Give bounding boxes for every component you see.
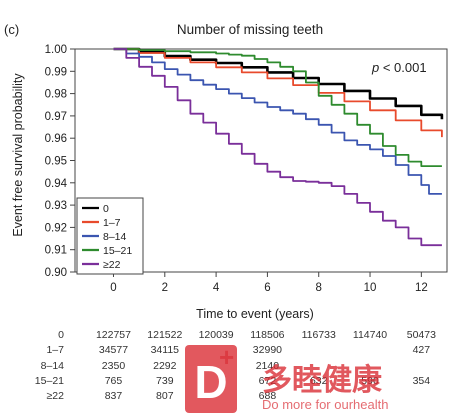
risk-row-label: 0 bbox=[58, 329, 64, 341]
p-value-annotation: p < 0.001 bbox=[371, 60, 427, 75]
series-line-1 bbox=[113, 48, 443, 138]
legend-label: 0 bbox=[103, 203, 109, 215]
risk-cell: 765 bbox=[105, 375, 123, 387]
risk-cell: 632 bbox=[310, 375, 328, 387]
chart-title: Number of missing teeth bbox=[177, 22, 323, 37]
watermark-letter: D bbox=[194, 356, 227, 408]
x-tick-label: 12 bbox=[415, 282, 428, 294]
y-tick-label: 0.96 bbox=[45, 133, 67, 145]
series-line-4 bbox=[113, 48, 442, 247]
y-axis-label: Event free survival probability bbox=[11, 73, 25, 237]
x-tick-label: 10 bbox=[364, 282, 377, 294]
y-tick-label: 1.00 bbox=[45, 44, 67, 56]
legend-label: 1–7 bbox=[103, 217, 121, 229]
risk-cell: 354 bbox=[413, 375, 431, 387]
risk-row-label: ≥22 bbox=[47, 390, 65, 402]
risk-cell: 50473 bbox=[407, 329, 436, 341]
watermark-badge bbox=[185, 345, 237, 413]
x-tick-label: 8 bbox=[316, 282, 322, 294]
y-tick-label: 0.90 bbox=[45, 267, 67, 279]
risk-cell: 2350 bbox=[102, 360, 126, 372]
series-line-3 bbox=[113, 48, 442, 167]
risk-cell: 122757 bbox=[96, 329, 131, 341]
risk-cell: 837 bbox=[105, 390, 123, 402]
series-lines bbox=[113, 47, 444, 247]
x-tick-label: 4 bbox=[213, 282, 220, 294]
risk-cell: 2140 bbox=[256, 360, 280, 372]
risk-cell: 116733 bbox=[302, 329, 336, 341]
legend-label: 8–14 bbox=[103, 231, 127, 243]
watermark-logo: D + 多睦健康 Do more for ourhealth bbox=[185, 342, 388, 413]
risk-table: 0 122757 121522 120039 118506 116733 114740 504… bbox=[35, 329, 436, 402]
risk-cell: 34115 bbox=[151, 344, 180, 356]
watermark-plus-icon: + bbox=[219, 342, 234, 372]
y-tick-label: 0.93 bbox=[45, 200, 67, 212]
risk-row-label: 8–14 bbox=[41, 360, 65, 372]
risk-cell: 590 bbox=[361, 375, 379, 387]
series-line-2 bbox=[113, 48, 442, 195]
y-tick-label: 0.94 bbox=[45, 178, 68, 190]
axes: 0.90 0.91 0.92 0.93 0.94 0.95 0.96 0.97 0.98 0.99… bbox=[45, 44, 428, 294]
watermark-subtext: Do more for ourhealth bbox=[262, 397, 388, 412]
p-value-symbol: p bbox=[371, 60, 379, 75]
risk-cell: 427 bbox=[413, 344, 431, 356]
risk-cell: 32990 bbox=[253, 344, 282, 356]
risk-cell: 34577 bbox=[99, 344, 128, 356]
risk-cell: 120039 bbox=[199, 329, 234, 341]
watermark-text: 多睦健康 bbox=[262, 363, 383, 397]
risk-cell: 121522 bbox=[147, 329, 182, 341]
x-tick-label: 0 bbox=[110, 282, 116, 294]
x-tick-label: 6 bbox=[264, 282, 270, 294]
y-tick-label: 0.95 bbox=[45, 156, 67, 168]
legend-label: ≥22 bbox=[103, 259, 121, 271]
panel-label: (c) bbox=[4, 22, 19, 37]
risk-row-label: 15–21 bbox=[35, 375, 64, 387]
risk-cell: 807 bbox=[156, 390, 174, 402]
y-tick-label: 0.91 bbox=[45, 245, 67, 257]
risk-cell: 672 bbox=[259, 375, 277, 387]
x-axis-label: Time to event (years) bbox=[196, 307, 314, 321]
x-tick-label: 2 bbox=[162, 282, 168, 294]
y-tick-label: 0.97 bbox=[45, 111, 67, 123]
legend: 0 1–7 8–14 15–21 ≥22 bbox=[76, 197, 144, 275]
risk-cell: 114740 bbox=[353, 329, 387, 341]
legend-label: 15–21 bbox=[103, 245, 132, 257]
y-tick-label: 0.99 bbox=[45, 66, 67, 78]
risk-row-label: 1–7 bbox=[46, 344, 64, 356]
risk-cell: 118506 bbox=[250, 329, 284, 341]
y-tick-label: 0.98 bbox=[45, 89, 67, 101]
risk-cell: 688 bbox=[259, 390, 277, 402]
series-line-0 bbox=[113, 47, 444, 120]
y-tick-label: 0.92 bbox=[45, 222, 67, 234]
risk-cell: 739 bbox=[156, 375, 174, 387]
risk-cell: 2292 bbox=[153, 360, 177, 372]
p-value-text: < 0.001 bbox=[379, 60, 426, 75]
